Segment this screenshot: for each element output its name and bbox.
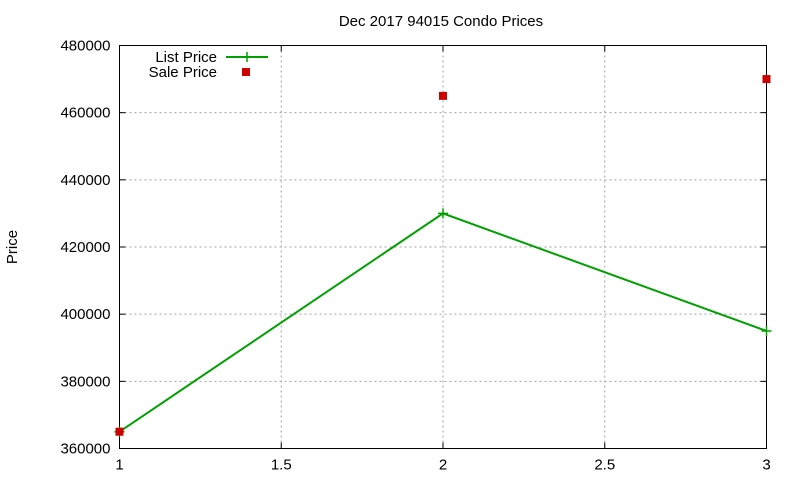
x-tick-label: 1.5 bbox=[271, 457, 292, 474]
legend-label: Sale Price bbox=[149, 64, 217, 81]
y-tick-label: 380000 bbox=[60, 373, 110, 390]
legend-label: List Price bbox=[155, 49, 217, 66]
data-point bbox=[115, 427, 124, 436]
y-tick-label: 460000 bbox=[60, 105, 110, 122]
data-point bbox=[762, 75, 771, 84]
y-axis-label: Price bbox=[4, 230, 21, 264]
x-tick-label: 2 bbox=[439, 457, 447, 474]
data-point bbox=[761, 325, 772, 336]
axis-ticks: 1 1.5 2 2.5 3 360000 380000 400000 420000 440000 4… bbox=[60, 38, 770, 474]
plot-frame bbox=[119, 45, 767, 449]
y-tick-label: 480000 bbox=[60, 38, 110, 55]
data-point bbox=[439, 91, 447, 100]
series-layer bbox=[114, 75, 772, 437]
y-tick-label: 360000 bbox=[60, 441, 110, 458]
data-point bbox=[438, 208, 448, 219]
y-tick-label: 400000 bbox=[60, 306, 110, 323]
chart-title: Dec 2017 94015 Condo Prices bbox=[339, 13, 543, 30]
x-tick-label: 3 bbox=[762, 457, 770, 474]
grid bbox=[119, 45, 767, 449]
x-tick-label: 1 bbox=[115, 457, 123, 474]
x-tick-label: 2.5 bbox=[594, 457, 615, 474]
y-tick-label: 420000 bbox=[60, 239, 110, 256]
y-tick-label: 440000 bbox=[60, 172, 110, 189]
legend-marker bbox=[242, 52, 252, 62]
legend-marker bbox=[242, 68, 250, 76]
